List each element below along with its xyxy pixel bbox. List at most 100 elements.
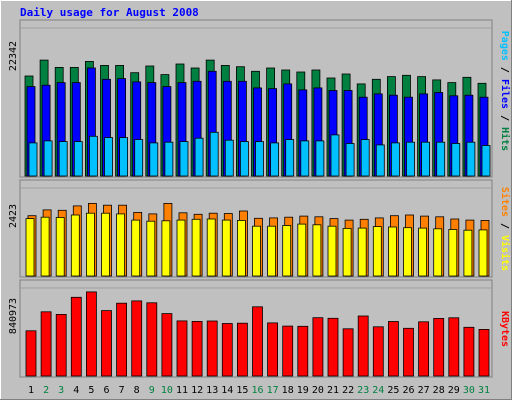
visits-bar (357, 227, 367, 277)
visits-bar (478, 229, 488, 277)
legend-entry: Sites (499, 187, 511, 217)
panel-frame-kbytes (19, 279, 493, 378)
kbytes-bar (448, 317, 460, 377)
visits-bar (40, 216, 50, 277)
kbytes-bar (70, 296, 82, 377)
visits-bar (433, 228, 443, 277)
kbytes-bar (161, 313, 173, 377)
pages-bar (390, 142, 400, 177)
visits-bar (131, 219, 141, 277)
visits-bar (116, 213, 125, 277)
kbytes-bar (25, 330, 37, 377)
pages-bar (270, 142, 280, 177)
visits-bar (312, 224, 322, 277)
day-tick-label: 18 (282, 385, 294, 396)
visits-bar (327, 225, 337, 277)
series-legend-label: Pages / Files / Hits (499, 31, 511, 151)
kbytes-bar (40, 311, 52, 377)
kbytes-bar (131, 300, 143, 377)
day-tick-label: 21 (327, 385, 339, 396)
kbytes-bar (55, 313, 67, 377)
pages-bar (134, 139, 144, 177)
day-tick-label: 22 (342, 385, 354, 396)
day-tick-label: 12 (191, 385, 203, 396)
pages-bar (406, 141, 415, 177)
visits-bar (252, 225, 261, 277)
pages-bar (104, 137, 113, 177)
pages-bar (421, 141, 431, 177)
legend-entry: Visits (499, 235, 511, 271)
visits-bar (161, 220, 171, 277)
day-tick-label: 1 (28, 385, 34, 396)
visits-bar (372, 226, 382, 277)
pages-bar (481, 145, 491, 177)
kbytes-bar (433, 317, 445, 377)
pages-bar (164, 141, 174, 177)
day-tick-label: 5 (88, 385, 94, 396)
pages-bar (209, 131, 219, 177)
visits-bar (191, 218, 201, 277)
day-tick-label: 8 (134, 385, 140, 396)
day-tick-label: 14 (221, 385, 233, 396)
visits-bar (267, 225, 277, 277)
day-tick-label: 24 (372, 385, 384, 396)
visits-bar (221, 219, 231, 277)
kbytes-bar (387, 321, 399, 377)
visits-bar (70, 214, 80, 277)
kbytes-bar (342, 328, 354, 377)
legend-entry: KBytes (499, 311, 510, 347)
visits-bar (282, 225, 292, 277)
visits-bar (463, 229, 473, 277)
pages-bar (89, 135, 98, 177)
pages-bar (451, 143, 461, 177)
kbytes-bar (282, 325, 294, 377)
kbytes-bar (418, 321, 430, 377)
day-tick-label: 7 (119, 385, 125, 396)
kbytes-bar (372, 326, 384, 377)
pages-bar (360, 139, 370, 177)
labels-layer: 22342 Pages / Files / Hits 2423 Sites / Vis… (8, 31, 511, 396)
day-tick-label: 30 (463, 385, 475, 396)
visits-bar (418, 227, 428, 277)
kbytes-bar (221, 323, 233, 377)
day-tick-label: 3 (58, 385, 64, 396)
day-tick-label: 13 (206, 385, 218, 396)
kbytes-bar (252, 306, 263, 377)
kbytes-bar (403, 327, 414, 377)
day-tick-label: 9 (149, 385, 155, 396)
visits-bar (176, 219, 186, 277)
kbytes-bar (191, 320, 203, 377)
day-tick-label: 19 (297, 385, 309, 396)
visits-bar (146, 220, 156, 277)
pages-bar (58, 141, 68, 177)
kbytes-bar (101, 310, 112, 377)
day-tick-label: 23 (357, 385, 369, 396)
pages-bar (345, 143, 355, 177)
kbytes-bar (463, 326, 475, 377)
pages-bar (239, 141, 249, 177)
day-tick-label: 25 (387, 385, 399, 396)
axis-max-label: 22342 (8, 41, 19, 71)
visits-bar (403, 227, 412, 277)
day-tick-label: 29 (448, 385, 460, 396)
visits-bar (25, 218, 35, 277)
chart-title: Daily usage for August 2008 (20, 6, 199, 19)
kbytes-bar (297, 325, 309, 377)
kbytes-bar (86, 291, 97, 377)
visits-bar (387, 226, 397, 277)
day-tick-label: 31 (478, 385, 490, 396)
day-tick-label: 11 (176, 385, 188, 396)
series-legend-label: KBytes (499, 311, 510, 347)
kbytes-bar (327, 317, 339, 377)
visits-bar (101, 212, 110, 277)
legend-entry: Files (499, 79, 511, 109)
day-tick-label: 4 (73, 385, 79, 396)
pages-bar (300, 140, 310, 177)
kbytes-bar (478, 328, 490, 377)
kbytes-bar (267, 322, 279, 377)
legend-separator: / (499, 61, 510, 79)
visits-bar (297, 223, 307, 277)
pages-bar (436, 141, 446, 177)
series-legend-label: Sites / Visits (499, 187, 511, 271)
day-tick-label: 17 (267, 385, 279, 396)
